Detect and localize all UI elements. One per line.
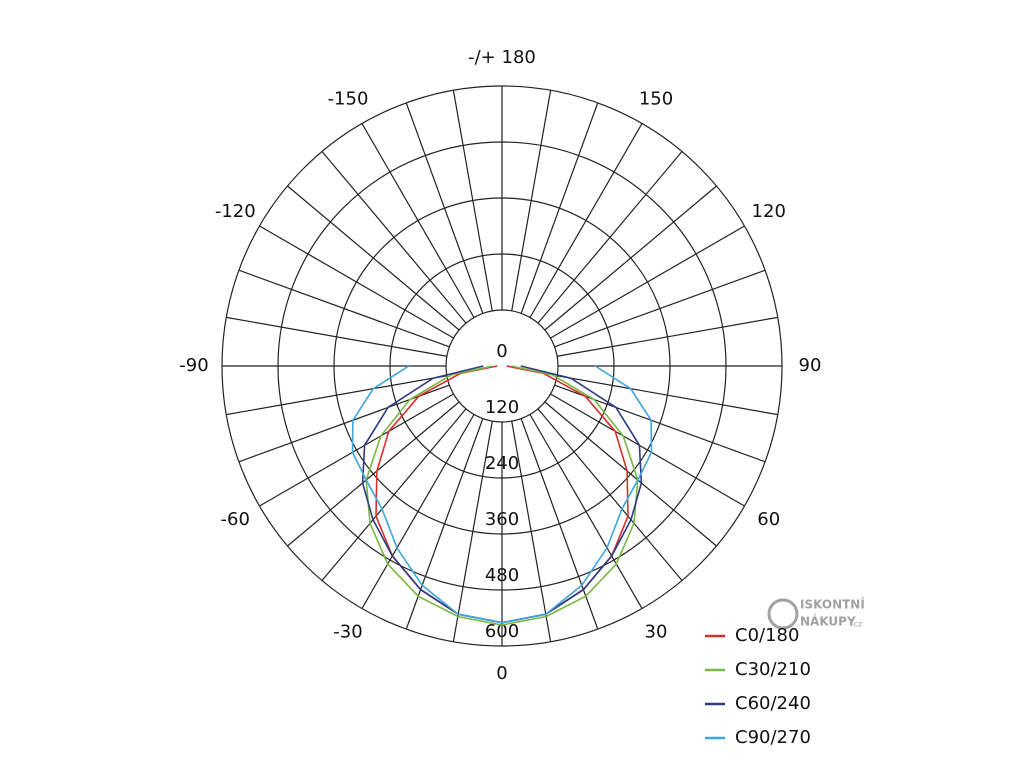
grid-spoke [554,269,766,348]
grid-spoke [550,393,745,507]
grid-spoke [520,418,599,630]
legend-label: C0/180 [735,625,799,646]
grid-spoke [544,401,717,547]
grid-spoke [511,90,552,311]
grid-spoke [529,414,643,609]
grid-spoke [259,393,454,507]
grid-spoke [557,375,778,416]
grid-spoke [405,418,484,630]
grid-spoke [452,90,493,311]
theta-tick-label: -30 [333,622,362,643]
grid-spoke [537,408,683,581]
grid-spoke [226,375,447,416]
theta-tick-label: 0 [496,663,507,684]
grid-spoke [557,316,778,357]
r-tick-label: 0 [496,341,507,362]
legend-label: C90/270 [735,727,811,748]
theta-tick-label: 150 [639,88,673,109]
grid-spoke [259,225,454,339]
grid-spoke [321,151,467,324]
logo-icon [767,598,799,630]
r-tick-label: 120 [485,397,519,418]
theta-tick-label: 60 [757,509,780,530]
grid-spoke [452,421,493,642]
grid-spoke [511,421,552,642]
logo-line1: ISKONTNÍ [800,597,865,612]
grid-spoke [238,269,450,348]
legend-label: C30/210 [735,659,811,680]
grid-spoke [529,123,643,318]
theta-tick-label: 120 [752,201,786,222]
logo-suffix: .cz [851,620,862,629]
theta-tick-label: -90 [179,355,208,376]
grid-spoke [554,384,766,463]
theta-tick-label: 90 [799,355,822,376]
grid-spoke [544,185,717,331]
grid-spoke [537,151,683,324]
grid-spoke [550,225,745,339]
theta-tick-label: -/+ 180 [468,47,536,68]
series-line [351,365,653,624]
watermark: ISKONTNÍ NÁKUPY .cz [767,597,865,630]
theta-tick-label: -150 [328,88,369,109]
grid-spoke [520,102,599,314]
legend-label: C60/240 [735,693,811,714]
grid-spoke [361,414,475,609]
theta-tick-label: -120 [215,201,256,222]
grid-spoke [238,384,450,463]
grid-spoke [226,316,447,357]
series-line [365,365,639,626]
grid-spoke [361,123,475,318]
theta-tick-label: 30 [645,622,668,643]
grid-spoke [287,401,460,547]
grid-spoke [405,102,484,314]
logo-line2: NÁKUPY [800,614,856,629]
grid-spoke [287,185,460,331]
grid-spoke [321,408,467,581]
theta-tick-label: -60 [221,509,250,530]
